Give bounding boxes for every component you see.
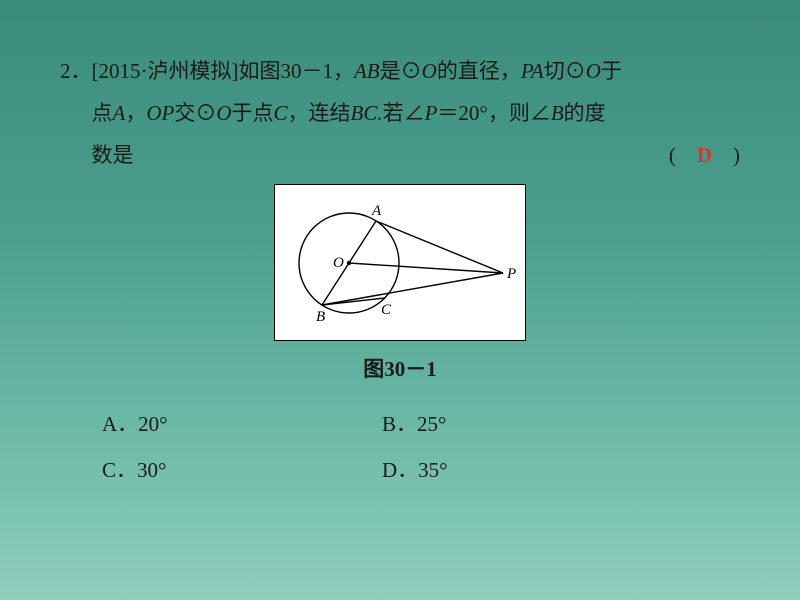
var-BC: BC. xyxy=(351,101,383,125)
option-C: C．30° xyxy=(102,447,382,493)
figure-caption: 图30－1 xyxy=(60,353,740,383)
question-text: 2． [2015·泸州模拟]如图30－1，AB是⊙O的直径，PA切⊙O于 点A，… xyxy=(60,50,740,176)
source-tag: [2015·泸州模拟] xyxy=(92,59,239,83)
opt-B-letter: B． xyxy=(382,412,417,436)
var-O1: O xyxy=(422,59,437,83)
var-B: B xyxy=(551,101,564,125)
t1: 如图30－1， xyxy=(238,59,354,83)
figure-box: A B C O P xyxy=(274,184,526,341)
var-OP: OP xyxy=(146,101,174,125)
answer-bracket: ( D ) xyxy=(669,134,740,176)
opt-B-text: 25° xyxy=(417,412,446,436)
svg-text:P: P xyxy=(506,266,516,282)
var-PA: PA xyxy=(521,59,544,83)
var-O2: O xyxy=(586,59,601,83)
opt-A-text: 20° xyxy=(138,412,167,436)
var-P: P xyxy=(425,101,438,125)
var-C: C xyxy=(274,101,288,125)
options-block: A．20° B．25° C．30° D．35° xyxy=(102,401,740,493)
t13: 的度 xyxy=(564,101,606,125)
answer-letter: D xyxy=(697,143,712,167)
question-body: [2015·泸州模拟]如图30－1，AB是⊙O的直径，PA切⊙O于 点A，OP交… xyxy=(92,50,741,176)
t2: 是⊙ xyxy=(380,59,422,83)
opt-C-letter: C． xyxy=(102,458,137,482)
svg-text:A: A xyxy=(371,203,382,219)
t14: 数是 xyxy=(92,143,134,167)
slide: 2． [2015·泸州模拟]如图30－1，AB是⊙O的直径，PA切⊙O于 点A，… xyxy=(0,0,800,600)
option-D: D．35° xyxy=(382,447,662,493)
t3: 的直径， xyxy=(437,59,521,83)
var-A: A xyxy=(113,101,126,125)
question-number: 2． xyxy=(60,50,92,176)
t7: ， xyxy=(125,101,146,125)
question-lines: 2． [2015·泸州模拟]如图30－1，AB是⊙O的直径，PA切⊙O于 点A，… xyxy=(60,50,740,176)
opt-A-letter: A． xyxy=(102,412,138,436)
opt-D-text: 35° xyxy=(418,458,447,482)
geometry-diagram: A B C O P xyxy=(275,185,525,335)
t4: 切⊙ xyxy=(544,59,586,83)
t12: ＝20°，则∠ xyxy=(437,101,550,125)
opt-C-text: 30° xyxy=(137,458,166,482)
options-row-2: C．30° D．35° xyxy=(102,447,740,493)
var-O3: O xyxy=(216,101,231,125)
opt-D-letter: D． xyxy=(382,458,418,482)
options-row-1: A．20° B．25° xyxy=(102,401,740,447)
bracket-open: ( xyxy=(669,143,697,167)
t6: 点 xyxy=(92,101,113,125)
t8: 交⊙ xyxy=(174,101,216,125)
t9: 于点 xyxy=(232,101,274,125)
svg-text:B: B xyxy=(316,309,325,325)
option-B: B．25° xyxy=(382,401,662,447)
t10: ，连结 xyxy=(288,101,351,125)
var-AB: AB xyxy=(354,59,380,83)
t5: 于 xyxy=(601,59,622,83)
t11: 若∠ xyxy=(383,101,425,125)
figure-container: A B C O P 图30－1 xyxy=(60,184,740,383)
svg-text:C: C xyxy=(381,302,392,318)
option-A: A．20° xyxy=(102,401,382,447)
bracket-close: ) xyxy=(712,143,740,167)
svg-text:O: O xyxy=(333,255,344,271)
